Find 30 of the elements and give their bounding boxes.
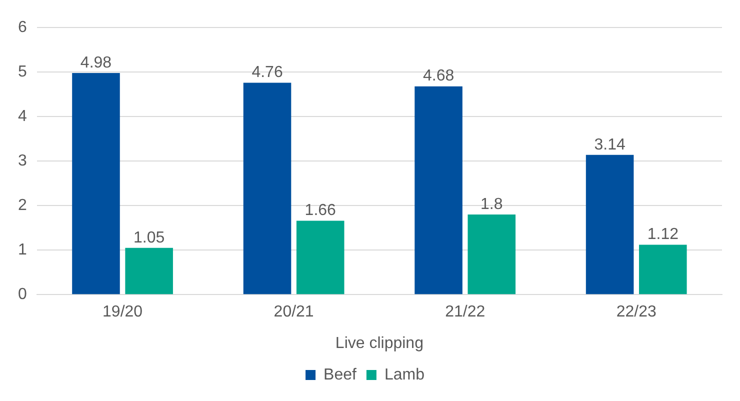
legend-label: Beef [324,366,357,384]
bar [639,244,687,294]
data-label: 3.14 [594,136,626,154]
y-tick-label: 6 [18,19,27,36]
data-label: 1.05 [134,229,165,246]
bar [243,82,292,294]
x-tick-label: 21/22 [445,304,486,321]
bar [586,154,634,294]
data-label: 1.12 [647,226,679,244]
bar [468,214,516,294]
data-label: 4.68 [422,68,454,85]
bar [72,72,120,294]
x-tick-label: 20/21 [274,304,314,321]
data-label: 4.98 [80,54,112,72]
data-label: 1.8 [480,196,503,213]
bar [125,248,173,294]
legend-label: Lamb [384,366,425,384]
data-label: 4.76 [252,64,283,82]
bar [414,86,462,294]
y-tick-label: 0 [18,286,27,304]
y-tick-label: 5 [18,64,27,81]
x-tick-label: 19/20 [102,304,143,321]
bar [296,220,344,294]
y-tick-label: 3 [18,152,27,170]
y-tick-label: 1 [18,242,27,259]
x-axis-title: Live clipping [335,334,424,352]
data-label: 1.66 [304,202,336,220]
x-tick-label: 22/23 [616,304,656,321]
y-tick-label: 4 [18,108,27,126]
y-tick-label: 2 [18,197,27,214]
